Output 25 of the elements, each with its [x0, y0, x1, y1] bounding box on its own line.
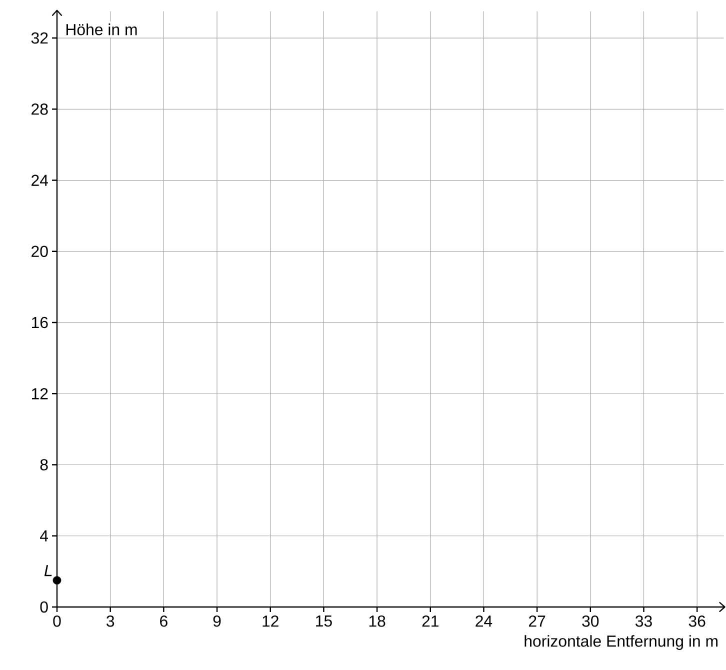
x-tick-label: 6: [160, 616, 168, 627]
annotation: L: [44, 565, 52, 576]
y-tick-label: 4: [40, 530, 48, 542]
x-tick-label: 21: [422, 616, 438, 627]
y-tick-label: 8: [40, 459, 48, 470]
x-tick-label: 15: [316, 616, 332, 627]
y-tick-label: 32: [31, 32, 48, 44]
y-tick-label: 24: [32, 174, 48, 186]
x-tick-label: 27: [529, 616, 546, 627]
x-tick-label: 3: [106, 616, 114, 627]
x-tick-label: 30: [582, 616, 599, 627]
x-tick-label: 36: [688, 616, 706, 627]
y-tick-label: 0: [40, 601, 48, 613]
x-tick-label: 9: [213, 616, 221, 627]
x-axis-title: horizontale Entfernung in m: [524, 635, 718, 650]
y-tick-label: 12: [32, 388, 48, 400]
y-tick-label: 20: [32, 246, 48, 258]
y-tick-label: 28: [32, 104, 48, 115]
x-tick-label: 0: [53, 616, 61, 627]
y-axis-title: Höhe in m: [66, 24, 137, 36]
x-tick-label: 18: [369, 616, 386, 627]
y-tick-label: 16: [32, 316, 48, 328]
x-tick-label: 33: [635, 616, 652, 627]
x-tick-label: 12: [262, 616, 278, 627]
x-tick-label: 24: [476, 616, 492, 627]
